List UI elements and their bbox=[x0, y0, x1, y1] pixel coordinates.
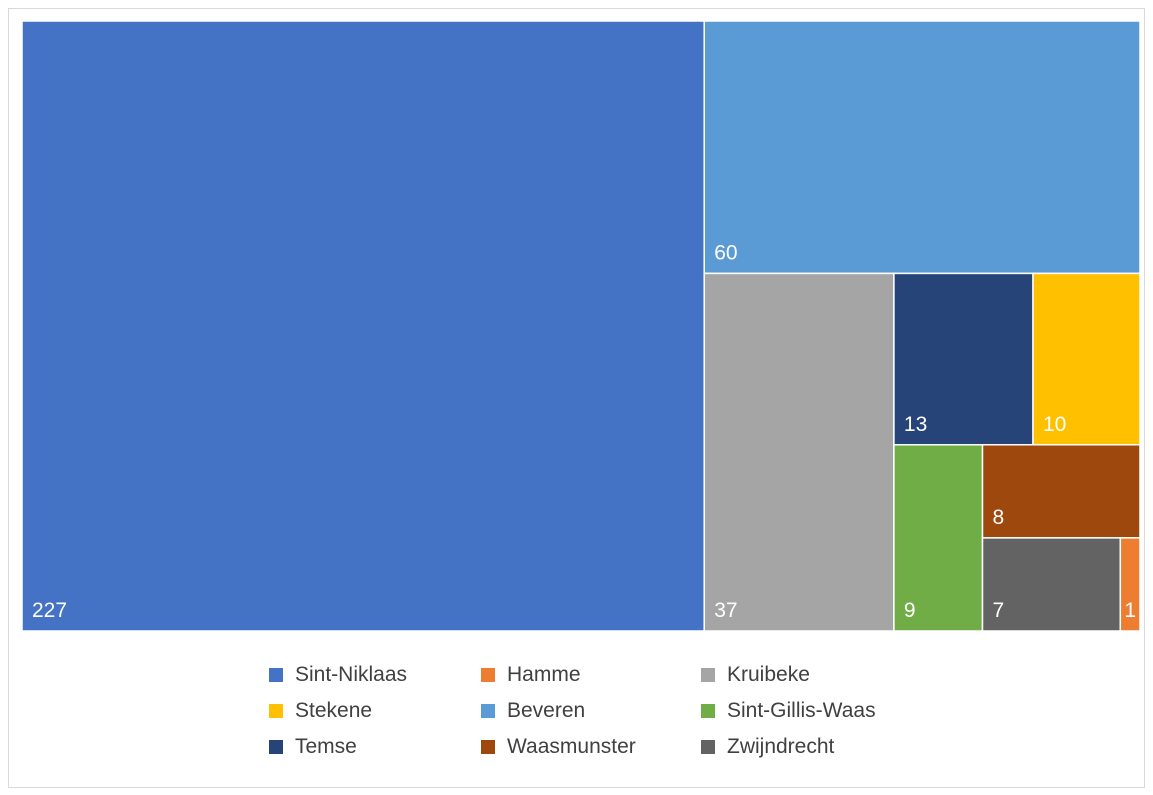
legend-label: Kruibeke bbox=[727, 663, 810, 686]
tile-kruibeke: 37 bbox=[703, 272, 895, 632]
legend-swatch bbox=[269, 704, 283, 718]
tile-temse: 13 bbox=[893, 272, 1034, 446]
legend-label: Stekene bbox=[295, 699, 373, 722]
legend-item-beveren: Beveren bbox=[481, 699, 701, 722]
legend-item-sint-niklaas: Sint-Niklaas bbox=[269, 663, 481, 686]
chart-frame: 227 60 37 13 10 9 8 7 1 Sint-Niklaas Hamme Kruibek… bbox=[8, 8, 1145, 788]
tile-value-beveren: 60 bbox=[714, 241, 737, 264]
tile-hamme: 1 bbox=[1119, 537, 1141, 632]
tile-rect-waasmunster bbox=[981, 444, 1141, 539]
tile-rect-stekene bbox=[1032, 272, 1141, 446]
tile-value-kruibeke: 37 bbox=[714, 599, 737, 622]
legend-swatch bbox=[481, 704, 495, 718]
tile-sint-gillis-waas: 9 bbox=[893, 444, 984, 632]
legend-swatch bbox=[701, 704, 715, 718]
legend-label: Sint-Gillis-Waas bbox=[727, 699, 876, 722]
legend-item-hamme: Hamme bbox=[481, 663, 701, 686]
legend-label: Zwijndrecht bbox=[727, 735, 835, 758]
legend-label: Waasmunster bbox=[507, 735, 636, 758]
legend-swatch bbox=[701, 740, 715, 754]
legend-label: Temse bbox=[295, 735, 357, 758]
legend-item-stekene: Stekene bbox=[269, 699, 481, 722]
legend-label: Beveren bbox=[507, 699, 586, 722]
legend-item-temse: Temse bbox=[269, 735, 481, 758]
tile-value-sint-gillis-waas: 9 bbox=[904, 599, 916, 622]
tile-value-waasmunster: 8 bbox=[993, 506, 1005, 529]
tile-rect-sint-gillis-waas bbox=[893, 444, 984, 632]
legend-item-zwijndrecht: Zwijndrecht bbox=[701, 735, 931, 758]
treemap-chart: 227 60 37 13 10 9 8 7 1 bbox=[21, 20, 1141, 632]
legend-item-waasmunster: Waasmunster bbox=[481, 735, 701, 758]
chart-legend: Sint-Niklaas Hamme Kruibeke Stekene Beveren S… bbox=[269, 663, 969, 758]
tile-value-zwijndrecht: 7 bbox=[993, 599, 1005, 622]
tile-rect-sint-niklaas bbox=[21, 20, 705, 632]
tile-sint-niklaas: 227 bbox=[21, 20, 705, 632]
tile-value-stekene: 10 bbox=[1043, 413, 1066, 436]
tile-stekene: 10 bbox=[1032, 272, 1141, 446]
tile-rect-temse bbox=[893, 272, 1034, 446]
tile-value-sint-niklaas: 227 bbox=[32, 599, 67, 622]
legend-swatch bbox=[481, 668, 495, 682]
legend-label: Sint-Niklaas bbox=[295, 663, 408, 686]
tile-rect-hamme bbox=[1119, 537, 1141, 632]
tile-rect-kruibeke bbox=[703, 272, 895, 632]
legend-swatch bbox=[269, 740, 283, 754]
tile-rect-zwijndrecht bbox=[981, 537, 1122, 632]
legend-item-kruibeke: Kruibeke bbox=[701, 663, 931, 686]
tile-waasmunster: 8 bbox=[981, 444, 1141, 539]
tile-beveren: 60 bbox=[703, 20, 1141, 275]
legend-item-sint-gillis-waas: Sint-Gillis-Waas bbox=[701, 699, 931, 722]
tile-zwijndrecht: 7 bbox=[981, 537, 1122, 632]
legend-label: Hamme bbox=[507, 663, 581, 686]
legend-swatch bbox=[481, 740, 495, 754]
tile-rect-beveren bbox=[703, 20, 1141, 275]
legend-swatch bbox=[701, 668, 715, 682]
tile-value-temse: 13 bbox=[904, 413, 927, 436]
legend-swatch bbox=[269, 668, 283, 682]
tile-value-hamme: 1 bbox=[1124, 599, 1136, 622]
